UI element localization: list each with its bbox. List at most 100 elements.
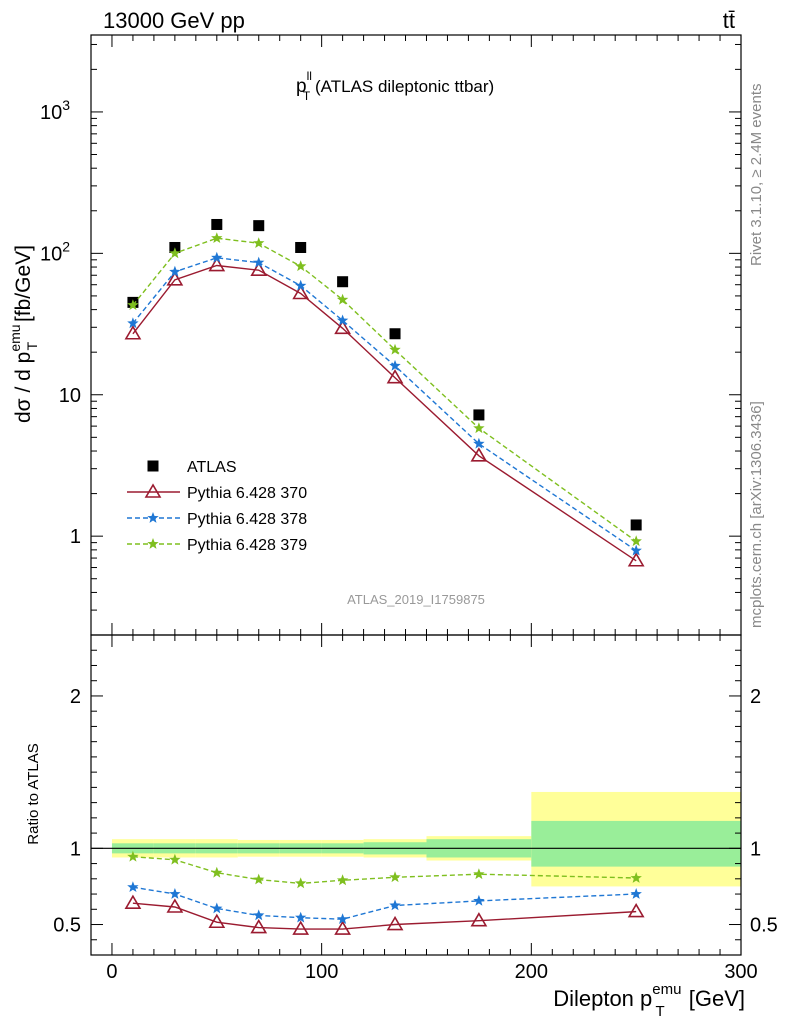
ratio-point-1 — [127, 881, 139, 892]
ratio-point-2 — [336, 874, 349, 886]
ratio-y-tick-label-right: 1 — [750, 838, 761, 860]
ratio-frame — [90, 634, 742, 956]
ratio-point-1 — [295, 911, 307, 923]
data-point-1 — [386, 369, 404, 384]
ratio-point-2 — [127, 850, 139, 862]
analysis-id-label: ATLAS_2019_I1759875 — [347, 592, 485, 607]
x-tick-label: 0 — [106, 961, 117, 983]
data-point-1 — [470, 447, 488, 462]
process-label: tt̄ — [723, 8, 735, 33]
ratio-point-0 — [334, 920, 352, 935]
data-point-3 — [630, 535, 642, 547]
ratio-y-axis-label: Ratio to ATLAS — [25, 743, 42, 844]
data-point-0 — [211, 218, 223, 230]
data-point-0 — [389, 328, 401, 340]
legend-label: Pythia 6.428 379 — [187, 537, 307, 554]
ratio-panel: 0 100 200 300 0.5 0.5 1 1 2 2 — [53, 35, 778, 983]
ratio-point-1 — [389, 899, 401, 911]
ratio-point-1 — [630, 888, 642, 899]
data-point-3 — [473, 422, 485, 434]
data-point-3 — [295, 260, 307, 272]
data-point-2 — [336, 314, 349, 326]
ratio-point-1 — [253, 909, 265, 921]
legend: ATLAS Pythia 6.428 370 Pythia 6.428 378 Pyt… — [127, 459, 307, 554]
data-point-3 — [253, 237, 265, 248]
ratio-y-tick-label: 2 — [70, 686, 81, 708]
data-point-1 — [292, 284, 310, 300]
legend-label: Pythia 6.428 378 — [187, 511, 307, 528]
data-point-3 — [336, 293, 349, 305]
data-point-0 — [295, 241, 307, 253]
data-point-1 — [166, 271, 184, 286]
data-point-0 — [630, 519, 642, 531]
data-point-1 — [627, 552, 645, 567]
ratio-point-0 — [124, 894, 142, 909]
ratio-point-2 — [630, 872, 642, 883]
data-point-0 — [473, 409, 485, 421]
y-tick-label: 10 — [59, 385, 81, 407]
ratio-y-tick-label-right: 0.5 — [750, 915, 778, 937]
ratio-point-0 — [166, 898, 184, 913]
ratio-point-2 — [211, 866, 223, 878]
data-point-2 — [295, 279, 307, 291]
collision-label: 13000 GeV pp — [103, 8, 245, 33]
ratio-y-tick-label-right: 2 — [750, 686, 761, 708]
data-point-1 — [124, 325, 142, 340]
ratio-point-2 — [169, 853, 181, 865]
ratio-point-2 — [473, 868, 485, 880]
ratio-point-1 — [169, 888, 181, 899]
y-tick-label: 1 — [70, 526, 81, 548]
x-tick-label: 300 — [724, 961, 757, 983]
ratio-point-0 — [627, 902, 645, 918]
legend-marker — [147, 460, 159, 472]
data-point-0 — [253, 220, 265, 232]
data-point-0 — [337, 276, 349, 288]
ratio-point-2 — [389, 871, 401, 883]
data-point-2 — [169, 265, 181, 277]
mcplots-label: mcplots.cern.ch [arXiv:1306.3436] — [748, 401, 765, 628]
data-point-3 — [389, 343, 401, 355]
y-tick-label: 103 — [40, 97, 70, 124]
legend-marker — [147, 512, 159, 523]
ratio-series-line-0 — [132, 902, 637, 930]
ratio-point-1 — [211, 902, 223, 914]
data-point-2 — [211, 251, 223, 263]
ratio-band-inner — [531, 820, 741, 867]
ratio-point-0 — [208, 913, 226, 929]
ratio-point-0 — [470, 912, 488, 927]
data-point-2 — [389, 359, 401, 371]
ratio-point-1 — [473, 894, 485, 906]
data-point-3 — [127, 299, 139, 310]
data-point-2 — [473, 437, 485, 449]
plot-title: pll T (ATLAS dileptonic ttbar) — [296, 69, 494, 103]
series-line-1 — [132, 264, 637, 562]
data-point-1 — [250, 261, 268, 276]
y-tick-label: 102 — [40, 238, 70, 265]
ratio-point-2 — [295, 877, 307, 889]
x-tick-label: 100 — [305, 961, 338, 983]
ratio-point-1 — [336, 913, 349, 924]
legend-marker — [144, 483, 162, 498]
main-y-axis-label: dσ / d pemuT [fb/GeV] — [7, 245, 40, 423]
data-point-2 — [127, 317, 139, 329]
ratio-point-2 — [253, 873, 265, 885]
legend-label: ATLAS — [187, 459, 237, 476]
data-point-2 — [253, 256, 265, 268]
x-tick-label: 200 — [515, 961, 548, 983]
ratio-series-line-1 — [132, 886, 637, 920]
ratio-point-0 — [250, 918, 268, 934]
data-point-3 — [169, 247, 181, 259]
rivet-version-label: Rivet 3.1.10, ≥ 2.4M events — [748, 84, 765, 267]
data-point-2 — [630, 544, 642, 556]
data-point-1 — [334, 319, 352, 335]
series-line-2 — [132, 257, 637, 552]
ratio-point-0 — [292, 920, 310, 935]
ratio-y-tick-label: 0.5 — [53, 915, 81, 937]
data-point-3 — [211, 232, 223, 243]
ratio-point-0 — [386, 915, 404, 931]
ratio-y-tick-label: 1 — [70, 838, 81, 860]
x-axis-label: Dilepton pemu T [GeV] — [553, 981, 745, 1020]
data-point-1 — [208, 256, 226, 272]
legend-label: Pythia 6.428 370 — [187, 485, 307, 502]
